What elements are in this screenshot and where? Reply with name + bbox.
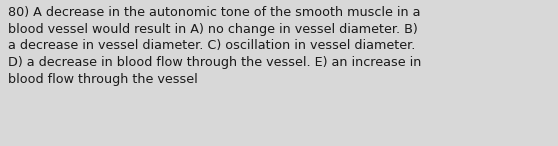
Text: 80) A decrease in the autonomic tone of the smooth muscle in a
blood vessel woul: 80) A decrease in the autonomic tone of … [8,6,421,86]
